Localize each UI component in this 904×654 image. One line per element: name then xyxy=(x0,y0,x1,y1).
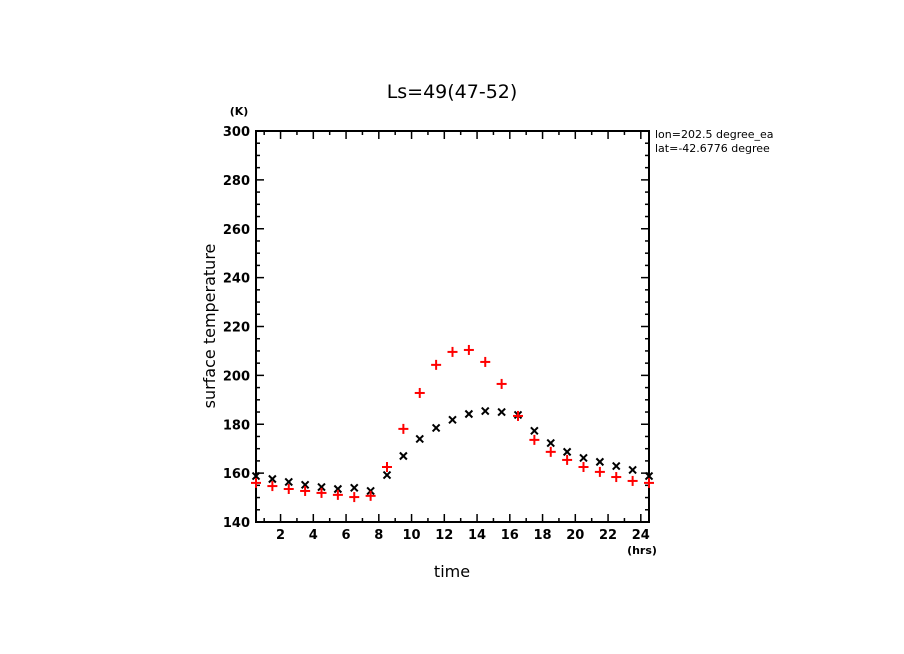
data-point-plus xyxy=(365,490,376,501)
data-point-plus xyxy=(545,446,556,457)
data-point-x xyxy=(546,438,555,448)
annotation-lon: lon=202.5 degree_ea xyxy=(655,128,774,141)
data-point-plus xyxy=(316,487,327,498)
data-point-x xyxy=(350,483,359,492)
data-point-plus xyxy=(496,378,507,389)
annotation-lat: lat=-42.6776 degree xyxy=(655,142,770,155)
data-point-plus xyxy=(414,387,425,398)
data-point-plus xyxy=(283,484,294,495)
data-point-plus xyxy=(431,359,442,370)
data-point-x xyxy=(448,415,457,425)
y-tick-label: 140 xyxy=(223,516,250,531)
data-point-plus xyxy=(267,481,278,492)
data-point-x xyxy=(382,470,392,480)
y-tick-label: 240 xyxy=(223,272,250,287)
data-point-plus xyxy=(611,472,622,483)
y-tick-label: 300 xyxy=(223,125,250,140)
data-point-x xyxy=(481,406,490,416)
data-point-x xyxy=(415,434,424,444)
plot-frame xyxy=(255,130,650,523)
data-point-plus xyxy=(300,485,311,496)
x-axis-title: time xyxy=(434,562,470,581)
data-point-plus xyxy=(447,346,458,357)
data-point-plus xyxy=(382,462,392,473)
y-tick-label: 160 xyxy=(223,467,250,482)
data-point-x xyxy=(595,457,605,467)
y-tick-label: 260 xyxy=(223,223,250,238)
x-tick-label: 4 xyxy=(309,528,318,543)
x-tick-label: 20 xyxy=(566,528,584,543)
data-point-plus xyxy=(578,462,589,473)
data-point-x xyxy=(431,423,441,433)
data-point-x xyxy=(612,461,621,471)
data-point-plus xyxy=(627,475,638,486)
data-point-x xyxy=(399,451,408,461)
y-tick-label: 200 xyxy=(223,369,250,384)
data-point-plus xyxy=(349,492,360,503)
data-point-plus xyxy=(332,489,343,500)
x-tick-label: 24 xyxy=(632,528,650,543)
x-tick-label: 12 xyxy=(435,528,453,543)
data-point-plus xyxy=(251,477,261,488)
data-point-x xyxy=(628,465,637,475)
x-unit: (hrs) xyxy=(627,544,657,557)
y-tick-label: 220 xyxy=(223,321,250,336)
x-tick-label: 22 xyxy=(599,528,617,543)
data-point-plus xyxy=(594,466,605,477)
data-point-x xyxy=(300,480,310,490)
x-tick-label: 18 xyxy=(534,528,552,543)
data-point-plus xyxy=(513,410,523,421)
x-tick-label: 8 xyxy=(374,528,383,543)
data-point-x xyxy=(317,482,326,492)
x-tick-label: 6 xyxy=(342,528,351,543)
data-point-x xyxy=(562,447,572,457)
y-tick-label: 280 xyxy=(223,174,250,189)
data-point-x xyxy=(579,453,588,463)
data-point-x xyxy=(251,471,261,481)
y-unit: (K) xyxy=(230,105,249,118)
data-point-x xyxy=(464,409,474,419)
y-axis-title: surface temperature xyxy=(200,244,219,409)
data-point-x xyxy=(497,407,506,417)
x-tick-label: 16 xyxy=(501,528,519,543)
data-point-plus xyxy=(644,477,654,488)
data-point-x xyxy=(268,474,277,484)
data-point-x xyxy=(333,484,343,494)
data-point-plus xyxy=(480,356,491,367)
data-point-plus xyxy=(529,434,540,445)
data-point-x xyxy=(530,426,539,436)
y-tick-label: 180 xyxy=(223,418,250,433)
chart-title: Ls=49(47-52) xyxy=(387,81,518,103)
data-point-plus xyxy=(562,454,573,465)
data-point-x xyxy=(644,471,654,481)
data-point-plus xyxy=(398,423,409,434)
x-tick-label: 10 xyxy=(403,528,421,543)
x-tick-label: 2 xyxy=(276,528,285,543)
data-point-x xyxy=(284,477,293,487)
data-point-plus xyxy=(463,344,474,355)
x-tick-label: 14 xyxy=(468,528,486,543)
